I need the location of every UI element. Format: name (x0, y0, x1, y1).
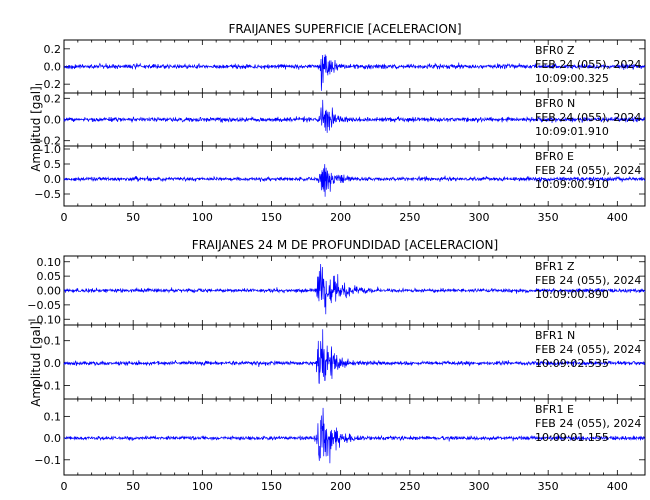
x-tick-label: 300 (469, 480, 490, 493)
y-tick-label: 1.0 (44, 143, 62, 156)
y-tick-label: 0.5 (44, 158, 62, 171)
station-label: BFR0 N (535, 97, 575, 110)
x-tick-label: 200 (330, 211, 351, 224)
y-axis-label: Amplitud [gal] (29, 321, 43, 407)
x-tick-label: 200 (330, 480, 351, 493)
x-tick-label: 250 (399, 480, 420, 493)
y-tick-label: 0.1 (44, 335, 62, 348)
y-tick-label: 0.00 (37, 285, 62, 298)
y-tick-label: 0.2 (44, 92, 62, 105)
x-tick-label: 0 (61, 211, 68, 224)
y-tick-label: 0.0 (44, 357, 62, 370)
chart-profundidad: FRAIJANES 24 M DE PROFUNDIDAD [ACELERACI… (27, 238, 646, 493)
x-tick-label: 350 (538, 211, 559, 224)
y-tick-label: 0.0 (44, 61, 62, 74)
station-label: BFR0 Z (535, 44, 575, 57)
waveform-trace (63, 263, 646, 315)
y-tick-label: −0.1 (34, 380, 61, 393)
x-tick-label: 250 (399, 211, 420, 224)
chart-title: FRAIJANES SUPERFICIE [ACELERACION] (228, 22, 461, 36)
x-tick-label: 300 (469, 211, 490, 224)
x-tick-label: 400 (607, 211, 628, 224)
chart-superficie: FRAIJANES SUPERFICIE [ACELERACION] Ampli… (29, 22, 646, 224)
station-time: 10:09:00.910 (535, 178, 609, 191)
station-label: BFR1 Z (535, 260, 575, 273)
station-label: BFR1 E (535, 403, 574, 416)
station-date: FEB 24 (055), 2024 (535, 164, 641, 177)
y-tick-label: 0.0 (44, 432, 62, 445)
x-tick-label: 350 (538, 480, 559, 493)
y-tick-label: 0.1 (44, 410, 62, 423)
station-date: FEB 24 (055), 2024 (535, 274, 641, 287)
x-tick-label: 100 (192, 480, 213, 493)
station-time: 10:09:01.910 (535, 125, 609, 138)
station-label: BFR0 E (535, 150, 574, 163)
y-tick-label: 0.05 (37, 270, 62, 283)
station-date: FEB 24 (055), 2024 (535, 58, 641, 71)
waveform-trace (63, 54, 646, 91)
chart-title: FRAIJANES 24 M DE PROFUNDIDAD [ACELERACI… (192, 238, 498, 252)
y-tick-label: 0.10 (37, 256, 62, 269)
y-tick-label: 0.0 (44, 173, 62, 186)
y-axis-label: Amplitud [gal] (29, 86, 43, 172)
x-tick-label: 150 (261, 211, 282, 224)
x-tick-label: 50 (126, 480, 140, 493)
y-tick-label: 0.2 (44, 43, 62, 56)
y-tick-label: −0.05 (27, 299, 61, 312)
waveform-trace (63, 164, 646, 197)
station-time: 10:09:00.325 (535, 72, 609, 85)
waveform-trace (63, 99, 646, 133)
station-date: FEB 24 (055), 2024 (535, 343, 641, 356)
station-time: 10:09:00.890 (535, 288, 609, 301)
station-label: BFR1 N (535, 329, 575, 342)
y-tick-label: −0.1 (34, 454, 61, 467)
y-tick-label: −0.10 (27, 313, 61, 326)
waveform-trace (63, 329, 646, 384)
y-tick-label: −0.5 (34, 188, 61, 201)
x-tick-label: 100 (192, 211, 213, 224)
station-date: FEB 24 (055), 2024 (535, 111, 641, 124)
x-tick-label: 150 (261, 480, 282, 493)
station-time: 10:09:01.155 (535, 431, 609, 444)
y-tick-label: −0.2 (34, 135, 61, 148)
x-tick-label: 50 (126, 211, 140, 224)
station-time: 10:09:02.535 (535, 357, 609, 370)
x-tick-label: 0 (61, 480, 68, 493)
waveform-trace (63, 407, 646, 464)
y-tick-label: −0.2 (34, 78, 61, 91)
station-date: FEB 24 (055), 2024 (535, 417, 641, 430)
y-tick-label: 0.0 (44, 114, 62, 127)
x-tick-label: 400 (607, 480, 628, 493)
